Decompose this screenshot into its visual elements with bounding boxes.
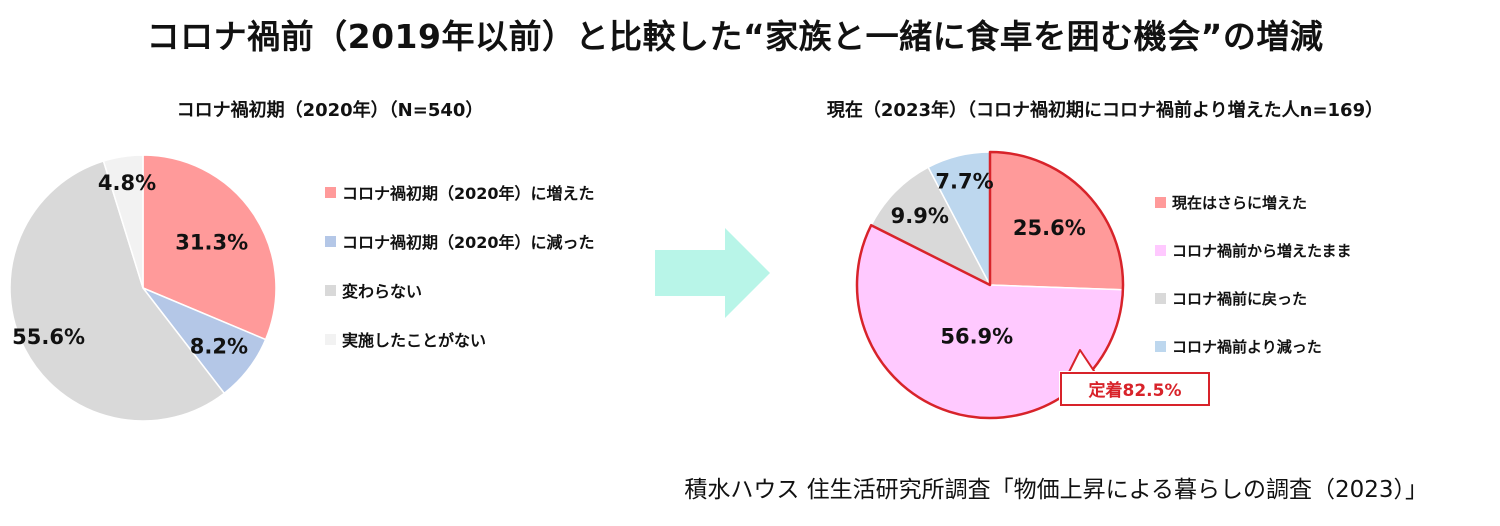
pie-slice: [989, 151, 1124, 291]
left-pie-chart: 31.3% 8.2% 55.6% 4.8%: [9, 154, 277, 422]
legend-item: コロナ禍初期（2020年）に減った: [325, 229, 595, 253]
legend-swatch: [1155, 292, 1166, 304]
legend-swatch: [1155, 196, 1166, 208]
source-note: 積水ハウス 住生活研究所調査「物価上昇による暮らしの調査（2023）」: [684, 477, 1428, 503]
callout-badge: 定着82.5%: [1060, 372, 1210, 406]
data-label: 31.3%: [175, 230, 248, 254]
data-label: 55.6%: [12, 325, 85, 349]
right-chart-title: 現在（2023年）（コロナ禍初期にコロナ禍前より増えた人n=169）: [826, 100, 1384, 121]
legend-label: コロナ禍初期（2020年）に増えた: [342, 184, 595, 203]
left-chart-title: コロナ禍初期（2020年）（N=540）: [176, 100, 484, 121]
legend-item: 現在はさらに増えた: [1155, 190, 1352, 214]
legend-item: 変わらない: [325, 278, 595, 302]
data-label: 8.2%: [190, 334, 248, 358]
data-label: 25.6%: [1013, 216, 1086, 240]
pie-slice: [9, 160, 226, 422]
data-label: 4.8%: [98, 171, 156, 195]
arrow-right-icon: [655, 228, 770, 318]
legend-item: コロナ禍初期（2020年）に増えた: [325, 180, 595, 204]
legend-item: 実施したことがない: [325, 327, 595, 351]
legend-label: コロナ禍前に戻った: [1172, 289, 1308, 308]
data-label: 9.9%: [891, 204, 949, 228]
legend-item: コロナ禍前に戻った: [1155, 286, 1352, 310]
legend-label: コロナ禍初期（2020年）に減った: [342, 233, 595, 252]
data-label: 56.9%: [940, 325, 1013, 349]
pie-slice: [142, 154, 277, 341]
legend-item: コロナ禍前より減った: [1155, 334, 1352, 358]
legend-swatch: [325, 186, 336, 198]
callout-pointer: [1067, 349, 1097, 375]
main-title: コロナ禍前（2019年以前）と比較した“家族と一緒に食卓を囲む機会”の増減: [146, 17, 1324, 56]
data-label: 7.7%: [935, 170, 993, 194]
legend-item: コロナ禍前から増えたまま: [1155, 238, 1352, 262]
legend-label: コロナ禍前から増えたまま: [1172, 241, 1352, 260]
pie-slice: [102, 154, 144, 289]
pie-slice: [870, 166, 992, 287]
legend-swatch: [325, 235, 336, 247]
left-legend: コロナ禍初期（2020年）に増えた コロナ禍初期（2020年）に減った 変わらな…: [325, 180, 595, 376]
legend-swatch: [1155, 340, 1166, 352]
pie-slice: [927, 151, 991, 286]
legend-swatch: [325, 284, 336, 296]
legend-swatch: [1155, 244, 1166, 256]
legend-label: コロナ禍前より減った: [1172, 337, 1322, 356]
legend-label: 現在はさらに増えた: [1172, 193, 1308, 212]
legend-swatch: [325, 333, 336, 345]
right-legend: 現在はさらに増えた コロナ禍前から増えたまま コロナ禍前に戻った コロナ禍前より…: [1155, 190, 1352, 382]
legend-label: 変わらない: [342, 282, 423, 301]
legend-label: 実施したことがない: [342, 331, 487, 350]
